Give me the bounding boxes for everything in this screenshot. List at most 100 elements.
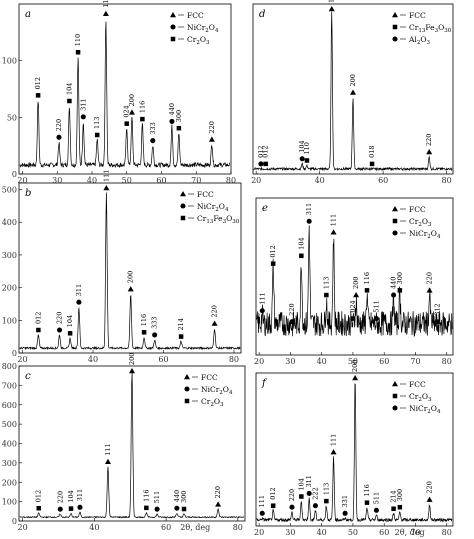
x-tick-label: 50 [348,528,358,537]
square-marker [75,50,81,55]
fcc-triangle-marker [426,496,433,502]
legend-label: NiCr2O4 [197,202,229,213]
square-marker [435,319,440,324]
y-tick-label: 300 [2,251,17,260]
peak-hkl-label: 220 [208,121,216,133]
peak-hkl-label: 200 [352,277,360,289]
circle-marker [77,504,83,510]
y-tick-label: 0 [12,170,17,179]
peak-hkl-label: 331 [341,495,349,507]
circle-marker [373,316,379,322]
peak-hkl-label: 104 [67,490,75,502]
x-tick-label: 70 [410,357,420,366]
circle-marker [392,36,398,42]
peak-hkl-label: 111 [102,0,110,8]
square-marker [270,261,276,266]
circle-marker [56,327,63,333]
peak-hkl-label: 012 [262,145,270,157]
square-marker [270,503,276,508]
circle-marker [152,332,158,338]
peak-hkl-label: 116 [363,484,371,496]
circle-marker [170,24,176,30]
y-tick-label: 0 [12,517,17,526]
x-tick-label: 20 [254,357,264,366]
peak-hkl-label: 333 [151,317,159,329]
circle-marker [373,507,379,513]
circle-marker [154,506,160,512]
panel-letter: a [25,9,31,20]
square-marker [392,24,398,30]
legend-label: Cr2O3 [409,217,432,228]
plot-frame [252,3,454,175]
fcc-triangle-marker [211,320,218,326]
circle-marker [306,490,312,497]
y-tick-label: 100 [2,316,17,325]
peak-hkl-label: 220 [425,134,433,146]
square-marker [299,253,304,259]
x-tick-label: 20 [254,528,264,537]
peak-hkl-label: 440 [168,103,176,115]
y-tick-label: 50 [7,113,17,122]
x-tick-label: 20 [17,355,27,364]
legend-label: NiCr2O4 [187,23,219,34]
peak-hkl-label: 111 [330,434,338,446]
peak-hkl-label: 116 [363,272,371,284]
diffraction-pattern-line [19,21,230,169]
y-tick-label: 200 [2,284,17,293]
legend-label: FCC [409,11,426,20]
fcc-triangle-marker [208,136,215,142]
square-marker [181,506,187,512]
square-marker [36,506,41,511]
peak-hkl-label: 111 [328,0,336,3]
square-marker [364,288,370,293]
circle-marker [169,118,175,124]
peak-hkl-label: 300 [396,272,404,284]
circle-marker [258,161,264,167]
peak-hkl-label: 024 [123,105,131,117]
legend-label: FCC [197,190,214,199]
panel-letter: e [262,203,268,214]
fcc-triangle-marker [392,381,398,387]
peak-hkl-label: 214 [177,318,185,330]
peak-hkl-label: 116 [138,101,146,113]
peak-hkl-label: 111 [258,292,266,304]
x-tick-label: 80 [233,523,243,532]
peak-hkl-label: 200 [127,271,135,283]
fcc-triangle-marker [104,458,111,464]
panel-letter: b [25,188,31,199]
square-marker [184,398,190,404]
circle-marker [312,503,318,509]
x-tick-label: 50 [122,176,132,185]
legend-label: FCC [187,11,204,20]
peak-hkl-label: 113 [322,483,330,495]
square-marker [176,125,182,131]
peak-hkl-label: 018 [368,145,376,157]
y-tick-label: 200 [2,478,17,487]
square-marker [350,316,356,321]
x-tick-label: 80 [229,355,239,364]
fcc-triangle-marker [352,375,359,381]
peak-hkl-label: 116 [142,489,150,501]
peak-hkl-label: 311 [305,475,313,487]
square-marker [67,331,73,336]
peak-hkl-label: 113 [93,117,101,129]
peak-hkl-label: 012 [269,487,277,499]
peak-hkl-label: 312 [433,303,441,315]
legend-label: Al2O3 [408,35,430,46]
legend-label: NiCr2O4 [409,229,441,240]
circle-marker [392,405,398,411]
x-tick-label: 40 [87,176,97,185]
fcc-triangle-marker [426,287,433,293]
x-tick-label: 70 [410,528,420,537]
square-marker [397,288,403,293]
legend-label: Cr2O3 [187,35,210,46]
square-marker [364,500,370,505]
circle-marker [56,134,62,140]
diffraction-pattern-line [253,11,453,172]
circle-marker [342,510,348,516]
circle-marker [289,504,295,510]
peak-hkl-label: 220 [426,272,434,284]
plot-frame [255,372,454,527]
x-tick-label: 60 [379,528,389,537]
